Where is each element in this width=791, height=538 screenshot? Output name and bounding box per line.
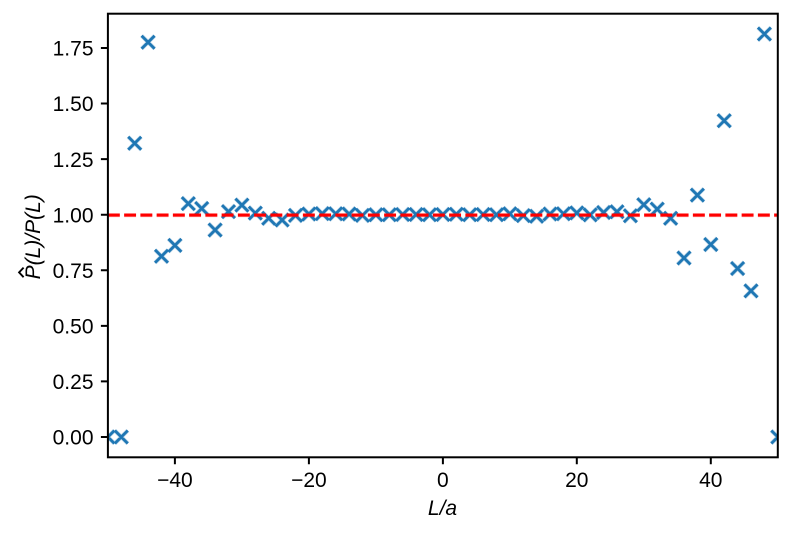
svg-text:P(L)/P(L): P(L)/P(L): [22, 194, 45, 279]
svg-text:L/a: L/a: [428, 497, 457, 520]
svg-text:0.50: 0.50: [53, 316, 94, 339]
svg-text:1.25: 1.25: [53, 149, 94, 172]
svg-text:0: 0: [437, 469, 449, 492]
svg-text:−40: −40: [157, 469, 193, 492]
svg-text:1.50: 1.50: [53, 93, 94, 116]
svg-text:1.75: 1.75: [53, 38, 94, 61]
svg-text:−20: −20: [291, 469, 327, 492]
svg-text:0.25: 0.25: [53, 371, 94, 394]
svg-text:0.00: 0.00: [53, 427, 94, 450]
svg-text:1.00: 1.00: [53, 204, 94, 227]
svg-text:40: 40: [699, 469, 722, 492]
svg-text:0.75: 0.75: [53, 260, 94, 283]
svg-text:20: 20: [565, 469, 588, 492]
